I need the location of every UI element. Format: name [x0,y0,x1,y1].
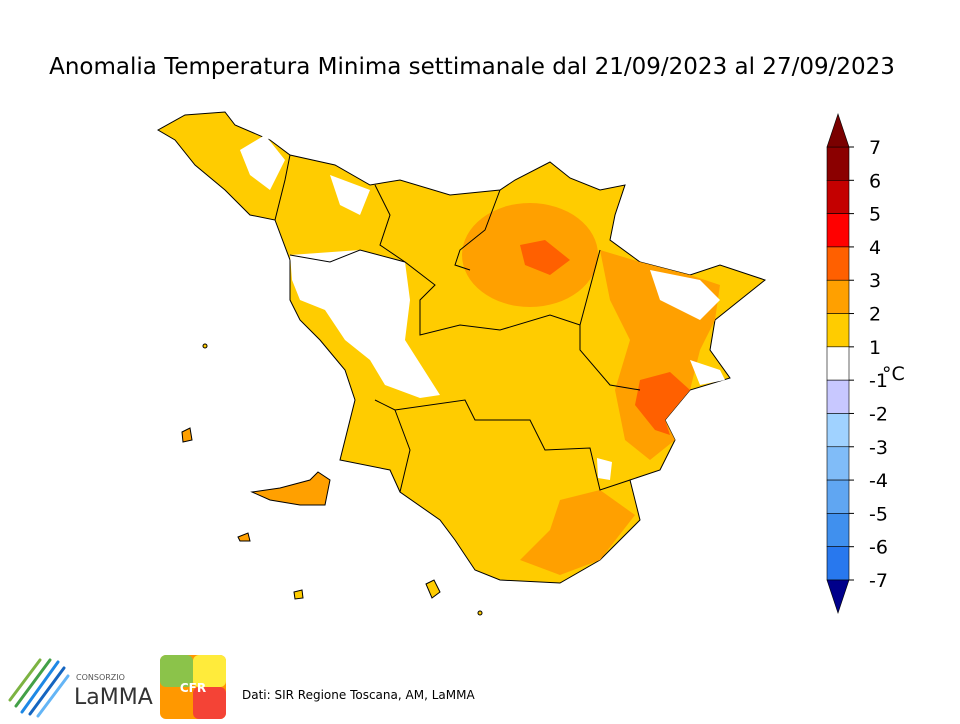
colorbar-under [826,579,850,614]
colorbar-segment [826,379,850,414]
colorbar-segment [826,246,850,281]
province-border [394,409,411,493]
colorbar-tick-label: -1 [869,370,888,392]
colorbar-tick-label: 3 [869,270,881,292]
island [237,532,251,542]
colorbar-segment [826,446,850,481]
province-border [374,184,406,263]
province-border [289,249,601,336]
anomaly-white [597,458,612,480]
anomaly-white [690,360,725,385]
province-border [274,154,291,221]
colorbar-tick-label: 7 [869,137,881,159]
island [250,471,331,506]
colorbar-over [826,113,850,148]
colorbar-tick-label: 6 [869,170,881,192]
colorbar-segment [826,279,850,314]
island [425,579,441,599]
logo-text: CFR [180,681,206,695]
logo-text: LaMMA [74,685,153,710]
colorbar-tick-label: 2 [869,304,881,326]
island [477,610,483,616]
colorbar-tick-label: 5 [869,204,881,226]
anomaly-white [240,135,285,190]
colorbar-segment [826,346,850,381]
province-border [454,189,501,271]
colorbar: 7 6 5 4 3 2 1 -1 -2 -3 -4 -5 -6 -7 [826,113,888,614]
island [293,589,304,600]
cfr-logo: CFR [160,655,226,719]
anomaly-white [650,270,720,320]
anomaly-3-4 [520,240,570,275]
colorbar-tick-label: -2 [869,403,888,425]
colorbar-tick-label: -4 [869,470,888,492]
colorbar-segment [826,213,850,248]
colorbar-unit: °C [882,363,905,385]
colorbar-segment [826,146,850,181]
lamma-logo: CONSORZIO LaMMA [8,658,153,718]
island [181,427,193,443]
source: Dati: SIR Regione Toscana, AM, LaMMA [242,688,475,702]
colorbar-tick-label: -5 [869,503,888,525]
island [202,343,208,349]
anomaly-2-3 [520,490,635,575]
colorbar-tick-label: -6 [869,537,888,559]
colorbar-segment [826,180,850,214]
anomaly-white [330,175,370,215]
colorbar-segment [826,413,850,448]
colorbar-segment [826,513,850,547]
colorbar-tick-label: -7 [869,570,888,592]
map [156,111,767,616]
colorbar-tick-label: -3 [869,437,888,459]
colorbar-segment [826,546,850,581]
colorbar-tick-label: 4 [869,237,881,259]
colorbar-tick-label: 1 [869,337,881,359]
province-border [374,399,631,491]
colorbar-segment [826,313,850,348]
province-border [579,325,641,391]
anomaly-white [290,250,440,398]
logo-text: CONSORZIO [76,673,125,682]
anomaly-3-4 [635,372,690,435]
colorbar-segment [826,479,850,514]
title: Anomalia Temperatura Minima settimanale … [49,54,895,80]
